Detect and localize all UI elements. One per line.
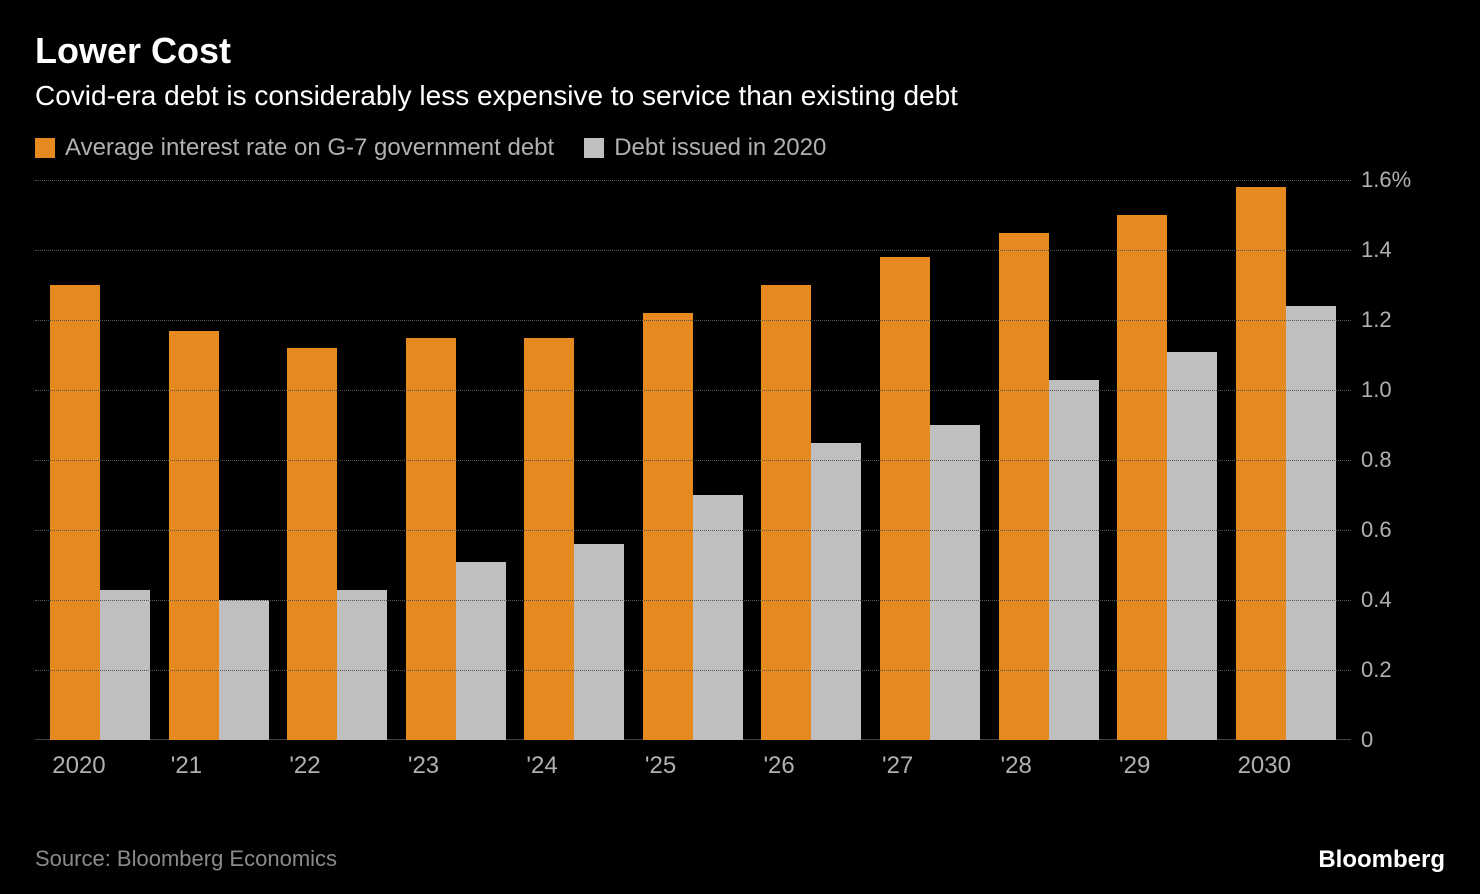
y-tick-label: 1.4 [1361,237,1392,263]
bar-series1 [1236,187,1286,740]
bar-group [50,285,150,740]
y-tick-label: 1.6% [1361,167,1411,193]
bar-series2 [1286,306,1336,740]
bar-group [761,285,861,740]
legend-swatch-series1 [35,138,55,158]
bar-group [169,331,269,741]
y-axis: 00.20.40.60.81.01.21.41.6% [1361,180,1441,740]
bar-series2 [574,544,624,740]
bar-series1 [524,338,574,741]
bar-series2 [456,562,506,741]
bar-series2 [1167,352,1217,741]
legend-swatch-series2 [584,138,604,158]
bar-series1 [287,348,337,740]
bar-series2 [337,590,387,741]
x-tick-label: '21 [169,752,269,780]
gridline [35,390,1351,391]
gridline [35,320,1351,321]
bar-series1 [880,257,930,740]
bar-group [643,313,743,740]
x-tick-label: '27 [880,752,980,780]
bar-group [880,257,980,740]
bar-group [406,338,506,741]
x-tick-label: '25 [643,752,743,780]
y-tick-label: 1.2 [1361,307,1392,333]
gridline [35,530,1351,531]
y-tick-label: 0.8 [1361,447,1392,473]
bar-series1 [643,313,693,740]
x-tick-label: '22 [287,752,387,780]
bar-group [1236,187,1336,740]
bar-group [524,338,624,741]
legend-item-series2: Debt issued in 2020 [584,134,826,162]
bar-group [1117,215,1217,740]
y-tick-label: 0.6 [1361,517,1392,543]
y-tick-label: 0.4 [1361,587,1392,613]
bar-series2 [1049,380,1099,741]
y-tick-label: 1.0 [1361,377,1392,403]
x-tick-label: 2030 [1236,752,1336,780]
brand-label: Bloomberg [1318,846,1445,874]
x-tick-label: 2020 [50,752,150,780]
y-tick-label: 0.2 [1361,657,1392,683]
x-axis: 2020 '21 '22 '23 '24 '25 '26 '27 '28 '29 2030 [35,752,1351,780]
gridline [35,250,1351,251]
legend-label-series1: Average interest rate on G-7 government … [65,134,554,162]
gridline [35,460,1351,461]
bar-series2 [930,425,980,740]
source-text: Source: Bloomberg Economics [35,846,337,872]
chart-container: Lower Cost Covid-era debt is considerabl… [0,0,1480,894]
x-tick-label: '23 [406,752,506,780]
x-tick-label: '24 [524,752,624,780]
chart-area: 00.20.40.60.81.01.21.41.6% 2020'21'22'23… [35,180,1445,780]
gridline [35,670,1351,671]
legend-item-series1: Average interest rate on G-7 government … [35,134,554,162]
legend-label-series2: Debt issued in 2020 [614,134,826,162]
x-tick-label: '28 [999,752,1099,780]
bar-series1 [999,233,1049,741]
plot-region [35,180,1351,740]
bar-series2 [100,590,150,741]
bar-group [287,348,387,740]
bar-series2 [693,495,743,740]
bar-series1 [50,285,100,740]
bar-group [999,233,1099,741]
x-tick-label: '29 [1117,752,1217,780]
x-tick-label: '26 [761,752,861,780]
bar-series2 [811,443,861,741]
gridline [35,180,1351,181]
chart-title: Lower Cost [35,30,1445,72]
chart-subtitle: Covid-era debt is considerably less expe… [35,80,1445,112]
legend: Average interest rate on G-7 government … [35,134,1445,162]
bar-series1 [1117,215,1167,740]
bar-series1 [761,285,811,740]
y-tick-label: 0 [1361,727,1373,753]
bar-series1 [406,338,456,741]
gridline [35,600,1351,601]
bar-series1 [169,331,219,741]
